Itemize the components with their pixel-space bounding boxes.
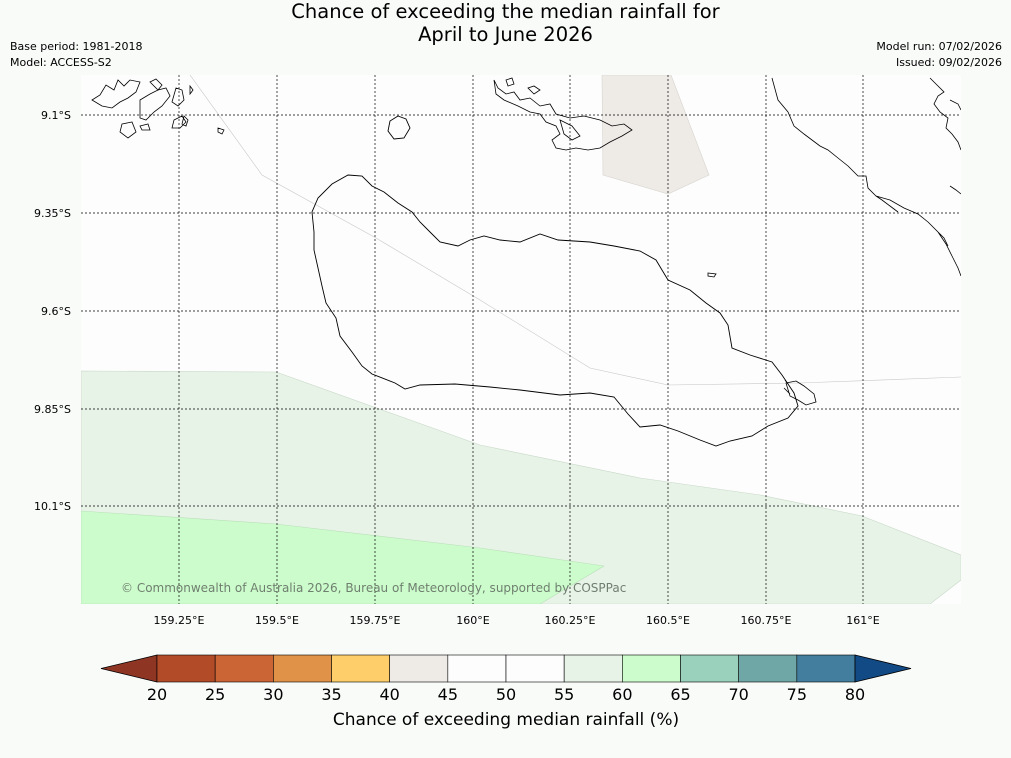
zone-40-45 [601,75,710,195]
lon-label: 159.75°E [350,614,401,627]
lon-label: 160.75°E [741,614,792,627]
map: 9.1°S 9.35°S 9.6°S 9.85°S 10.1°S 159.25°… [34,75,961,627]
colorbar-tick-label: 50 [496,685,516,704]
map-title-line2: April to June 2026 [418,23,593,46]
lon-label: 160°E [456,614,489,627]
guadalcanal-coastline [311,174,799,447]
colorbar-tick-label: 30 [263,685,283,704]
lat-label: 9.1°S [41,109,71,122]
colorbar-tick-label: 35 [321,685,341,704]
colorbar-tick-label: 75 [787,685,807,704]
colorbar-high-extend [854,654,912,683]
russell-islands [91,78,225,139]
colorbar-tick-label: 40 [379,685,399,704]
colorbar-cell [796,654,856,683]
colorbar-legend: 20 25 30 35 40 45 50 55 60 65 70 75 80 Chance of exc… [100,654,912,730]
lon-label: 159.25°E [154,614,205,627]
small-islet [707,272,717,278]
colorbar-tick-label: 70 [728,685,748,704]
colorbar-tick-label: 65 [670,685,690,704]
lat-label: 10.1°S [34,500,71,513]
colorbar-cells [156,654,856,683]
colorbar-cell [214,654,274,683]
lon-label: 160.25°E [545,614,596,627]
colorbar-tick-label: 60 [612,685,632,704]
issued-date: Issued: 09/02/2026 [895,56,1002,69]
colorbar-cell [389,654,449,683]
colorbar-tick-label: 80 [845,685,865,704]
base-period: Base period: 1981-2018 [10,40,143,53]
map-title-line1: Chance of exceeding the median rainfall … [291,0,720,23]
colorbar-tick-label: 20 [147,685,167,704]
colorbar-low-extend [100,654,158,683]
nggela-islands [493,77,633,151]
colorbar-cell [273,654,332,683]
colorbar-cell [563,654,623,683]
colorbar-cell [680,654,739,683]
zone-boundary [189,75,961,386]
colorbar-tick-label: 45 [438,685,458,704]
meta-right: Model run: 07/02/2026 Issued: 09/02/2026 [876,39,1002,71]
colorbar-ticks: 20 25 30 35 40 45 50 55 60 65 70 75 80 [147,685,865,704]
lon-label: 161°E [846,614,879,627]
savo-island [387,115,411,140]
model-run-date: Model run: 07/02/2026 [876,40,1002,53]
graticule [81,75,961,604]
colorbar-title: Chance of exceeding median rainfall (%) [333,710,679,730]
copyright-notice: © Commonwealth of Australia 2026, Bureau… [121,581,626,595]
colorbar-cell [505,654,565,683]
lon-label: 160.5°E [646,614,690,627]
lat-label: 9.35°S [34,207,71,220]
colorbar-cell [447,654,507,683]
malaita-north [929,77,961,195]
model-name: Model: ACCESS-S2 [10,56,112,69]
colorbar-cell [156,654,216,683]
colorbar-tick-label: 25 [205,685,225,704]
lat-label: 9.6°S [41,305,71,318]
colorbar-cell [331,654,390,683]
colorbar-cell [738,654,798,683]
lat-label: 9.85°S [34,403,71,416]
marau-islets [783,379,817,406]
lon-label: 159.5°E [255,614,299,627]
colorbar-cell [622,654,681,683]
colorbar-tick-label: 55 [554,685,574,704]
malaita-coastline [771,77,961,277]
meta-left: Base period: 1981-2018 Model: ACCESS-S2 [10,39,142,71]
